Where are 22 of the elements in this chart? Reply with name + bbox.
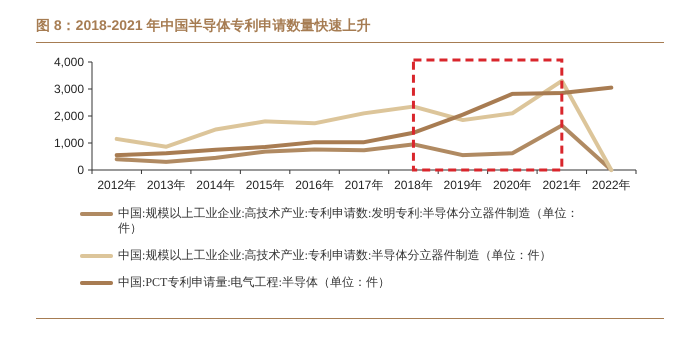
legend-label: 中国:规模以上工业企业:高技术产业:专利申请数:发明专利:半导体分立器件制造（单位：件）: [118, 206, 579, 235]
x-tick-label: 2014年: [196, 178, 235, 192]
line-series: [114, 86, 614, 158]
legend-label: 中国:规模以上工业企业:高技术产业:专利申请数:半导体分立器件制造（单位：件）: [118, 248, 552, 262]
y-tick-label: 3,000: [54, 82, 84, 96]
chart-title: 图 8：2018-2021 年中国半导体专利申请数量快速上升: [36, 17, 371, 35]
x-tick-label: 2017年: [344, 178, 384, 192]
x-tick-label: 2020年: [493, 178, 532, 192]
y-tick-label: 2,000: [54, 109, 84, 123]
legend-label: 中国:PCT专利申请量:电气工程:半导体（单位：件）: [118, 275, 390, 289]
x-tick-label: 2015年: [246, 178, 284, 192]
x-tick-label: 2019年: [444, 178, 482, 192]
x-tick-label: 2016年: [295, 178, 334, 192]
x-tick-label: 2022年: [592, 178, 631, 192]
x-tick-label: 2018年: [394, 178, 433, 192]
line-series: [114, 78, 614, 172]
x-tick-label: 2012年: [97, 178, 136, 192]
x-tick-label: 2021年: [542, 178, 582, 192]
y-tick-label: 0: [77, 163, 84, 177]
y-tick-label: 1,000: [54, 136, 84, 150]
y-tick-label: 4,000: [54, 55, 84, 69]
x-tick-label: 2013年: [146, 178, 186, 192]
